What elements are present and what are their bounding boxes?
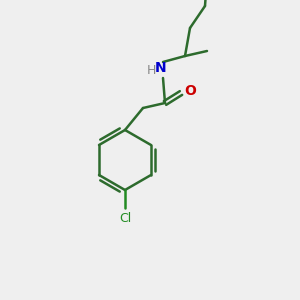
- Text: Cl: Cl: [119, 212, 131, 225]
- Text: N: N: [155, 61, 167, 75]
- Text: O: O: [184, 84, 196, 98]
- Text: H: H: [146, 64, 156, 76]
